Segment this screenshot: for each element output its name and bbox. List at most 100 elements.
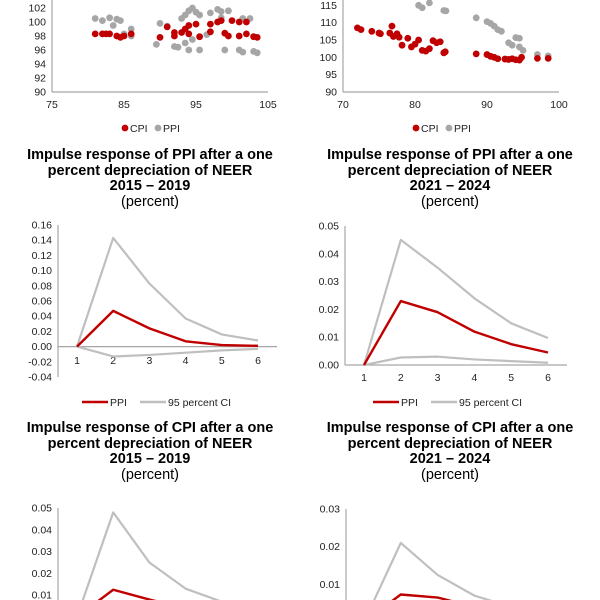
cpi-point xyxy=(436,38,444,46)
x-tick-label: 4 xyxy=(471,372,477,384)
cpi-point xyxy=(441,48,449,56)
y-tick-label: 0.12 xyxy=(32,250,53,262)
y-tick-label: 0.04 xyxy=(32,524,53,536)
y-tick-label: -0.02 xyxy=(28,356,52,368)
y-tick-label: 0.01 xyxy=(32,590,53,600)
title-line: 2015 – 2019 xyxy=(109,178,191,195)
cpi-point xyxy=(196,33,204,41)
x-tick-label: 90 xyxy=(481,99,493,111)
ppi-point xyxy=(253,49,261,57)
legend-label: 95 percent CI xyxy=(168,397,231,409)
title-line: 2015 – 2019 xyxy=(109,451,191,468)
x-tick-label: 5 xyxy=(219,355,225,367)
legend-marker-cpi xyxy=(412,124,420,132)
ppi-point xyxy=(127,25,135,33)
x-tick-label: 4 xyxy=(183,355,189,367)
ppi-point xyxy=(239,48,247,56)
cpi-point xyxy=(106,30,113,38)
x-tick-label: 1 xyxy=(74,355,80,367)
chart-title-cpi-2021-2024: Impulse response of CPI after a one perc… xyxy=(300,420,600,484)
chart-title-ppi-2015-2019: Impulse response of PPI after a one perc… xyxy=(0,147,300,211)
chart-3: -0.04 -0.02 0.00 0.02 0.04 0.06 0.08 0.10 0.12 0.… xyxy=(28,220,277,409)
title-unit: (percent) xyxy=(420,467,480,484)
legend-marker-ppi xyxy=(154,124,162,132)
ppi-point xyxy=(442,7,450,15)
ppi-point xyxy=(426,0,433,7)
cpi-point xyxy=(207,28,214,36)
y-tick-label: 0.03 xyxy=(320,504,341,516)
y-tick-label: 105 xyxy=(319,35,337,47)
x-tick-label: 85 xyxy=(118,99,130,111)
confidence-band-line xyxy=(76,345,259,358)
legend-label: PPI xyxy=(110,397,127,409)
cpi-point xyxy=(156,34,164,41)
y-tick-label: 0.04 xyxy=(319,248,340,260)
y-tick-label: 0.02 xyxy=(320,541,341,553)
title-line: Impulse response of PPI after a one xyxy=(327,147,573,163)
title-line: 2021 – 2024 xyxy=(409,451,491,468)
y-tick-label: 0.16 xyxy=(32,220,53,232)
legend-label: 95 percent CI xyxy=(459,397,522,409)
confidence-band-line xyxy=(363,355,549,367)
ppi-point xyxy=(174,43,182,51)
impulse-response-line xyxy=(97,588,157,600)
y-tick-label: 0.06 xyxy=(32,296,53,308)
chart-title-ppi-2021-2024: Impulse response of PPI after a one perc… xyxy=(300,147,600,211)
cpi-point xyxy=(544,54,552,62)
cpi-point xyxy=(171,29,178,36)
y-tick-label: 0.00 xyxy=(319,360,340,372)
y-tick-label: 0.00 xyxy=(32,341,53,353)
chart-1: 90 92 94 96 98 100 102 75 85 95 105 CPI PPI xyxy=(28,0,277,135)
cpi-point xyxy=(235,32,243,40)
ppi-point xyxy=(156,20,164,27)
ppi-point xyxy=(91,15,99,22)
cpi-point xyxy=(185,22,193,29)
title-line: percent depreciation of NEER xyxy=(47,435,253,452)
title-line: Impulse response of CPI after a one xyxy=(26,420,274,436)
cpi-point xyxy=(243,30,250,38)
x-tick-label: 80 xyxy=(409,99,421,111)
title-unit: (percent) xyxy=(120,194,180,211)
y-tick-label: 0.02 xyxy=(32,326,53,338)
y-tick-label: 90 xyxy=(325,87,337,99)
cpi-point xyxy=(494,55,502,63)
x-tick-label: 2 xyxy=(398,372,404,384)
legend-label-ppi: PPI xyxy=(163,123,180,135)
cpi-point xyxy=(404,34,412,42)
y-tick-label: 0.01 xyxy=(320,579,341,591)
cpi-point xyxy=(415,36,422,44)
y-tick-label: 0.05 xyxy=(32,503,53,515)
title-line: Impulse response of CPI after a one xyxy=(326,420,574,436)
impulse-response-line xyxy=(362,299,549,366)
ppi-point xyxy=(221,46,229,54)
ppi-point xyxy=(207,9,214,17)
y-tick-label: 100 xyxy=(28,17,46,29)
title-line: percent depreciation of NEER xyxy=(47,162,253,179)
legend-marker-ppi xyxy=(445,124,453,132)
y-tick-label: 102 xyxy=(28,3,46,15)
y-tick-label: 0.10 xyxy=(32,265,53,277)
cpi-point xyxy=(163,23,171,31)
ppi-point xyxy=(519,47,527,54)
ppi-point xyxy=(106,14,113,22)
title-line: 2021 – 2024 xyxy=(409,178,491,195)
chart-6: 0.01 0.02 0.03 xyxy=(320,504,493,600)
y-tick-label: 110 xyxy=(320,17,337,29)
x-tick-label: 105 xyxy=(259,99,277,111)
cpi-point xyxy=(185,30,193,38)
y-tick-label: 0.02 xyxy=(319,304,340,316)
impulse-response-line xyxy=(76,309,259,348)
cpi-point xyxy=(398,41,406,49)
cpi-point xyxy=(426,45,433,53)
ppi-point xyxy=(185,46,193,54)
title-line: percent depreciation of NEER xyxy=(347,162,553,179)
legend-label-ppi: PPI xyxy=(454,123,471,135)
cpi-point xyxy=(253,34,261,41)
x-tick-label: 95 xyxy=(190,99,202,111)
ppi-point xyxy=(472,14,480,22)
cpi-point xyxy=(225,32,232,40)
y-tick-label: 0.05 xyxy=(319,221,340,233)
chart-4: 0.00 0.01 0.02 0.03 0.04 0.05 1 2 3 4 5 6 PPI 95 perc… xyxy=(319,221,567,409)
x-tick-label: 70 xyxy=(337,99,349,111)
